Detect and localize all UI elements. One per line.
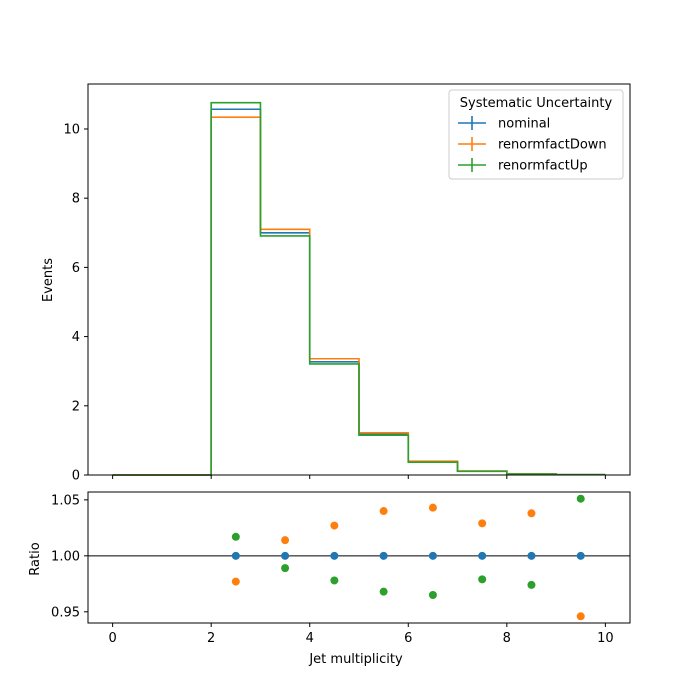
histogram-y-tick-label: 0: [72, 469, 80, 484]
ratio-x-tick-label: 8: [503, 631, 511, 646]
ratio-point-renormfactDown: [330, 521, 339, 530]
ratio-point-nominal: [281, 551, 290, 560]
histogram-frame: [87, 83, 631, 476]
ratio-point-nominal: [478, 551, 487, 560]
ratio-point-renormfactDown: [478, 519, 487, 528]
ratio-points-group: [231, 494, 585, 621]
ratio-frame: [87, 491, 631, 624]
ratio-point-renormfactUp: [527, 580, 536, 589]
legend-entries: nominal renormfactDown renormfactUp: [458, 116, 607, 174]
legend: Systematic Uncertainty nominal renormfact…: [448, 89, 624, 180]
histogram-series-group: [112, 101, 606, 476]
ratio-x-tick-label: 0: [108, 631, 116, 646]
ratio-point-renormfactDown: [379, 507, 388, 516]
ratio-panel: 0 2 4 6 8 10 0.95 1.00 1.05 Ratio Jet multiplici…: [28, 491, 631, 667]
ratio-point-renormfactDown: [428, 503, 437, 512]
histogram-panel: 0 2 4 6 8 10 Events Systematic Uncertainty no…: [41, 83, 631, 484]
ratio-y-tick-label: 0.95: [51, 605, 80, 620]
histogram-y-tick-label: 8: [72, 192, 80, 207]
ratio-x-tick-label: 10: [597, 631, 614, 646]
legend-label-renormfactDown: renormfactDown: [498, 138, 607, 153]
ratio-y-tick-label: 1.05: [51, 493, 80, 508]
histogram-y-tick-label: 4: [72, 330, 80, 345]
ratio-point-nominal: [231, 551, 240, 560]
ratio-point-renormfactUp: [330, 576, 339, 585]
ratio-point-renormfactUp: [281, 564, 290, 573]
histogram-series-renormfactUp: [112, 101, 606, 476]
ratio-x-tick-label: 2: [207, 631, 215, 646]
ratio-point-nominal: [330, 551, 339, 560]
ratio-x-tick-label: 4: [306, 631, 314, 646]
ratio-point-renormfactUp: [428, 591, 437, 600]
histogram-y-label: Events: [41, 258, 56, 302]
ratio-point-renormfactUp: [576, 494, 585, 503]
ratio-point-nominal: [428, 551, 437, 560]
ratio-y-tick-label: 1.00: [51, 549, 80, 564]
ratio-point-renormfactDown: [527, 509, 536, 518]
ratio-y-label: Ratio: [28, 542, 43, 575]
ratio-point-nominal: [379, 551, 388, 560]
ratio-point-renormfactDown: [576, 612, 585, 621]
ratio-point-nominal: [576, 551, 585, 560]
ratio-point-renormfactUp: [379, 587, 388, 596]
legend-label-renormfactUp: renormfactUp: [498, 159, 588, 174]
legend-title: Systematic Uncertainty: [460, 96, 613, 111]
ratio-point-renormfactUp: [478, 575, 487, 584]
histogram-y-tick-label: 6: [72, 261, 80, 276]
histogram-ticks: 0 2 4 6 8 10: [63, 122, 606, 484]
legend-label-nominal: nominal: [498, 117, 550, 132]
ratio-point-renormfactDown: [281, 536, 290, 545]
legend-box: [448, 89, 624, 180]
histogram-y-tick-label: 10: [63, 122, 80, 137]
ratio-point-renormfactDown: [231, 577, 240, 586]
ratio-x-tick-label: 6: [404, 631, 412, 646]
ratio-point-nominal: [527, 551, 536, 560]
ratio-point-renormfactUp: [231, 532, 240, 541]
histogram-y-tick-label: 2: [72, 399, 80, 414]
ratio-x-label: Jet multiplicity: [308, 652, 403, 667]
ratio-ticks: 0 2 4 6 8 10 0.95 1.00 1.05: [51, 493, 614, 646]
